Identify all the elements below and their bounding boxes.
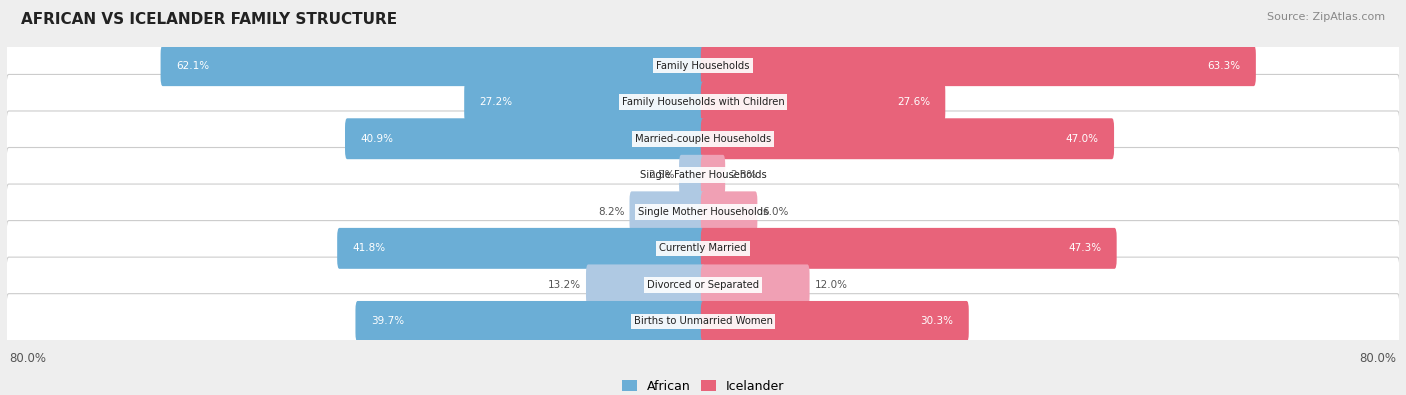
Text: Source: ZipAtlas.com: Source: ZipAtlas.com: [1267, 12, 1385, 22]
Text: AFRICAN VS ICELANDER FAMILY STRUCTURE: AFRICAN VS ICELANDER FAMILY STRUCTURE: [21, 12, 398, 27]
Text: 30.3%: 30.3%: [921, 316, 953, 326]
Text: 8.2%: 8.2%: [598, 207, 624, 217]
Text: 62.1%: 62.1%: [176, 61, 209, 71]
Text: Family Households: Family Households: [657, 61, 749, 71]
Text: 40.9%: 40.9%: [360, 134, 394, 144]
FancyBboxPatch shape: [700, 45, 1256, 86]
FancyBboxPatch shape: [6, 38, 1400, 94]
Text: Single Father Households: Single Father Households: [640, 170, 766, 180]
Text: 80.0%: 80.0%: [1360, 352, 1396, 365]
FancyBboxPatch shape: [700, 264, 810, 305]
FancyBboxPatch shape: [6, 220, 1400, 276]
Text: 27.6%: 27.6%: [897, 97, 929, 107]
Text: 2.3%: 2.3%: [730, 170, 756, 180]
FancyBboxPatch shape: [337, 228, 706, 269]
Text: 41.8%: 41.8%: [353, 243, 385, 253]
Text: 80.0%: 80.0%: [10, 352, 46, 365]
FancyBboxPatch shape: [700, 191, 758, 232]
FancyBboxPatch shape: [6, 111, 1400, 167]
Text: 39.7%: 39.7%: [371, 316, 404, 326]
Text: Family Households with Children: Family Households with Children: [621, 97, 785, 107]
FancyBboxPatch shape: [700, 118, 1114, 159]
Text: 27.2%: 27.2%: [479, 97, 513, 107]
FancyBboxPatch shape: [464, 82, 706, 123]
FancyBboxPatch shape: [700, 155, 725, 196]
Text: 63.3%: 63.3%: [1208, 61, 1240, 71]
Text: Married-couple Households: Married-couple Households: [636, 134, 770, 144]
FancyBboxPatch shape: [700, 228, 1116, 269]
Text: 13.2%: 13.2%: [548, 280, 581, 290]
FancyBboxPatch shape: [6, 74, 1400, 130]
Text: 47.0%: 47.0%: [1066, 134, 1099, 144]
Text: 6.0%: 6.0%: [762, 207, 789, 217]
Text: 12.0%: 12.0%: [814, 280, 848, 290]
FancyBboxPatch shape: [679, 155, 706, 196]
FancyBboxPatch shape: [6, 293, 1400, 349]
FancyBboxPatch shape: [356, 301, 706, 342]
FancyBboxPatch shape: [6, 184, 1400, 240]
FancyBboxPatch shape: [700, 301, 969, 342]
FancyBboxPatch shape: [344, 118, 706, 159]
Legend: African, Icelander: African, Icelander: [617, 375, 789, 395]
Text: Divorced or Separated: Divorced or Separated: [647, 280, 759, 290]
FancyBboxPatch shape: [6, 257, 1400, 313]
FancyBboxPatch shape: [700, 82, 945, 123]
FancyBboxPatch shape: [586, 264, 706, 305]
Text: 2.5%: 2.5%: [648, 170, 675, 180]
FancyBboxPatch shape: [160, 45, 706, 86]
Text: 47.3%: 47.3%: [1069, 243, 1101, 253]
FancyBboxPatch shape: [630, 191, 706, 232]
Text: Births to Unmarried Women: Births to Unmarried Women: [634, 316, 772, 326]
Text: Single Mother Households: Single Mother Households: [638, 207, 768, 217]
Text: Currently Married: Currently Married: [659, 243, 747, 253]
FancyBboxPatch shape: [6, 147, 1400, 203]
